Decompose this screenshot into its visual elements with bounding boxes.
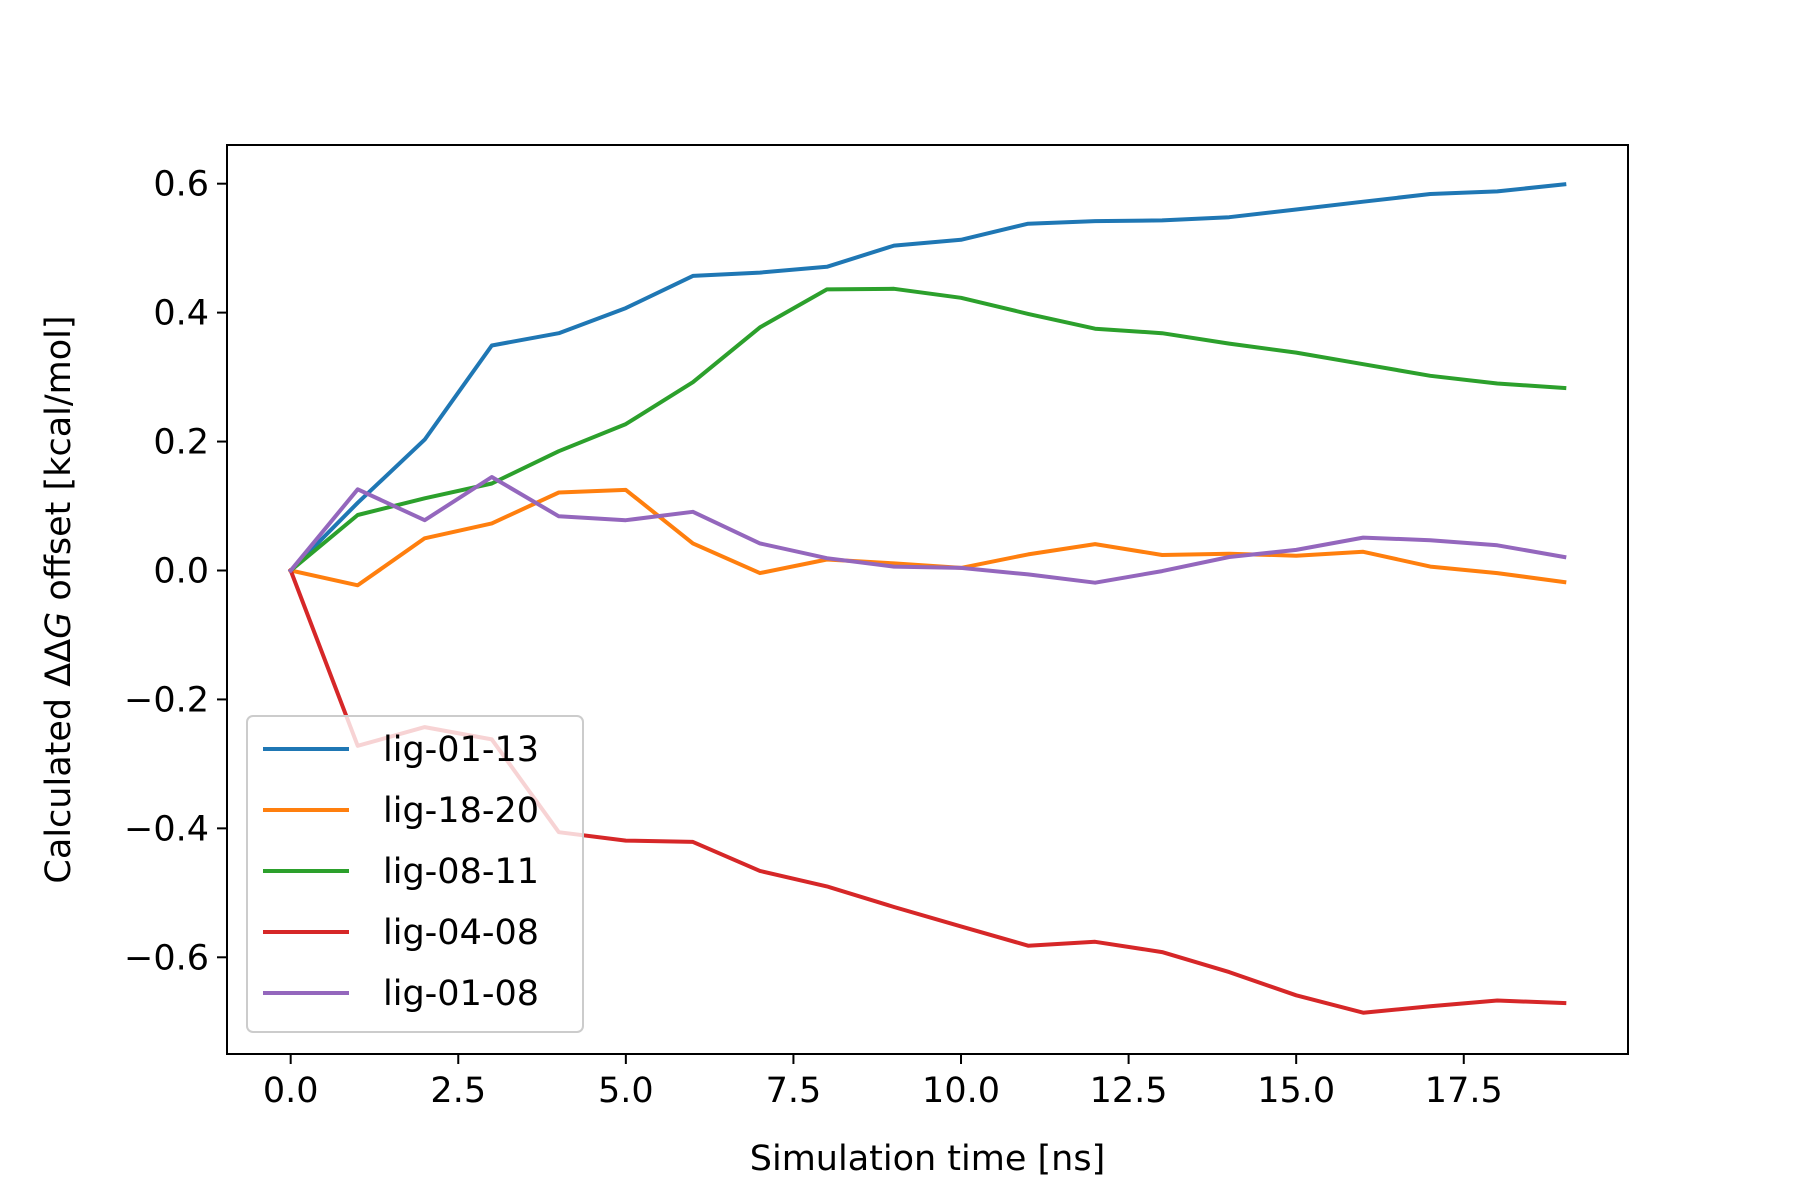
series-line-lig-01-08 (287, 475, 1567, 585)
legend-label: lig-08-11 (383, 852, 539, 892)
x-tick-label: 5.0 (598, 1071, 654, 1111)
x-tick-label: 2.5 (430, 1071, 486, 1111)
series-line-lig-01-13 (287, 182, 1567, 574)
y-axis-label-symbol: ΔΔ (39, 639, 79, 687)
y-axis-ticks: 0.6 0.4 0.2 0.0 −0.2 −0.4 −0.6 (124, 165, 227, 978)
x-tick-label: 17.5 (1425, 1071, 1503, 1111)
y-tick-label: 0.4 (153, 294, 209, 334)
y-axis-label: Calculated ΔΔG offset [kcal/mol] (39, 315, 79, 883)
y-axis-label-suffix: offset [kcal/mol] (39, 315, 79, 611)
y-tick-label: 0.6 (153, 165, 209, 205)
x-axis-label: Simulation time [ns] (750, 1139, 1106, 1179)
legend: lig-01-13 lig-18-20 lig-08-11 lig-04-08 lig-… (246, 715, 584, 1033)
y-tick-label: 0.2 (153, 423, 209, 463)
y-tick-label: −0.4 (124, 809, 209, 849)
y-tick-label: −0.6 (124, 938, 209, 978)
legend-label: lig-18-20 (383, 791, 539, 831)
series-line-lig-08-11 (287, 286, 1567, 574)
x-tick-label: 7.5 (766, 1071, 822, 1111)
x-tick-label: 0.0 (263, 1071, 319, 1111)
y-axis-label-italic: G (39, 612, 79, 639)
legend-box (246, 715, 584, 1033)
y-axis-label-prefix: Calculated (39, 687, 79, 884)
legend-label: lig-01-08 (383, 974, 539, 1014)
axes-frame (226, 144, 1629, 1055)
x-tick-label: 10.0 (922, 1071, 1000, 1111)
x-tick-label: 12.5 (1090, 1071, 1168, 1111)
legend-label: lig-04-08 (383, 913, 539, 953)
x-tick-label: 15.0 (1257, 1071, 1335, 1111)
legend-label: lig-01-13 (383, 730, 539, 770)
x-axis-ticks: 0.0 2.5 5.0 7.5 10.0 12.5 15.0 17.5 (263, 1054, 1503, 1111)
y-tick-label: −0.2 (124, 680, 209, 720)
y-tick-label: 0.0 (153, 551, 209, 591)
